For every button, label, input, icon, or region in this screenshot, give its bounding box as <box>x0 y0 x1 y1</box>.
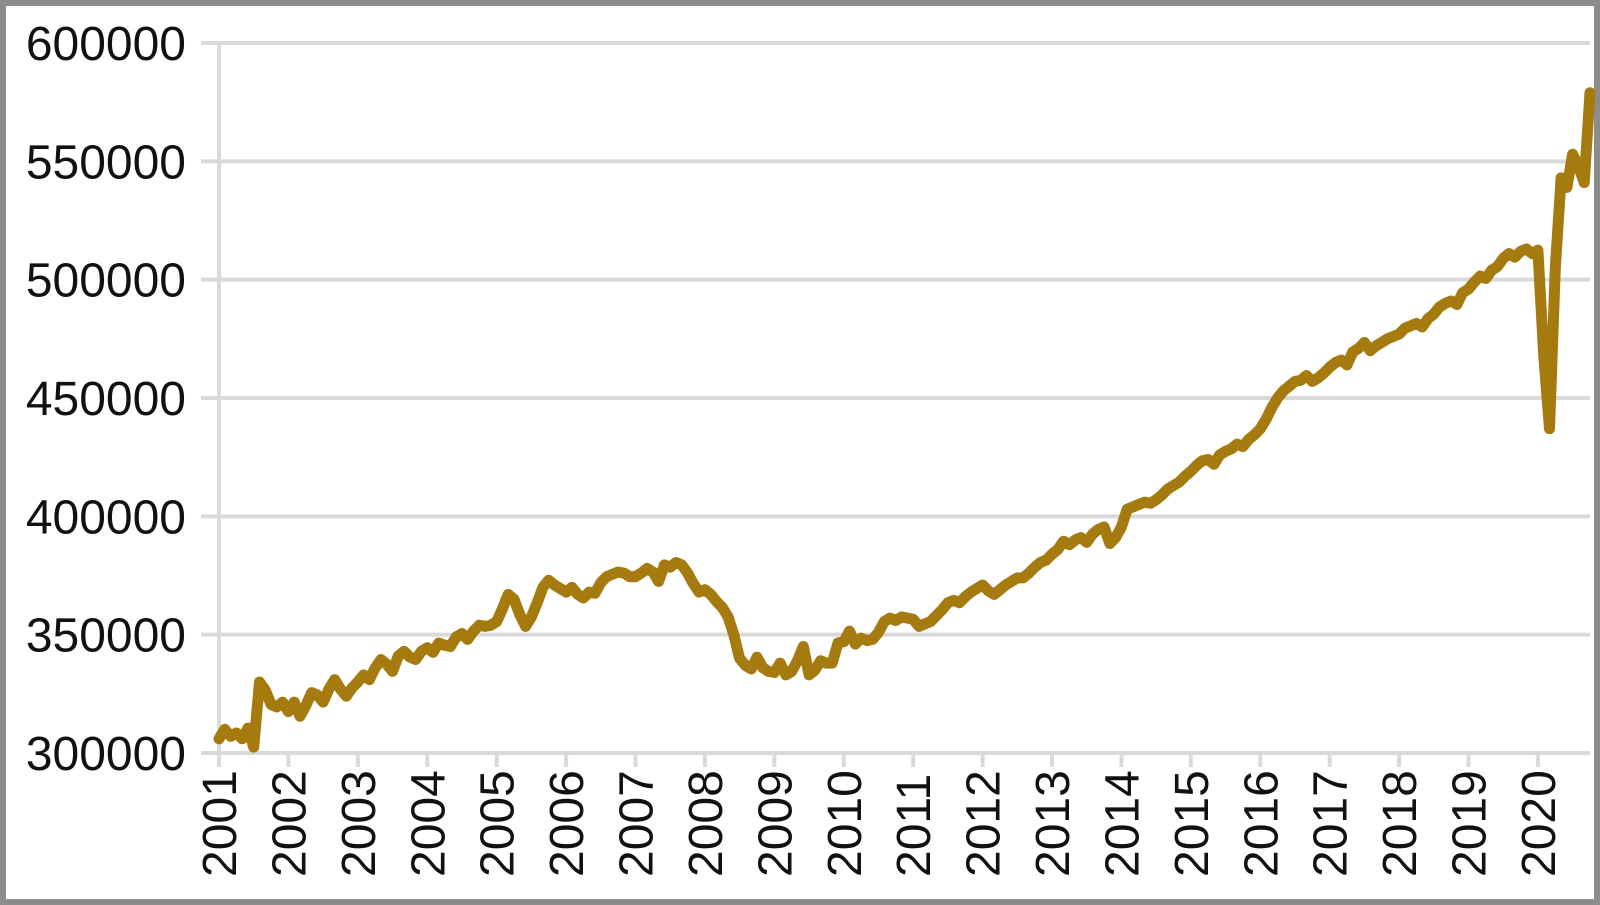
y-axis-label-400000: 400000 <box>26 491 186 544</box>
x-axis-label-2012: 2012 <box>958 770 1011 877</box>
y-axis-label-450000: 450000 <box>26 373 186 426</box>
x-axis-label-2003: 2003 <box>333 770 386 877</box>
y-axis-label-550000: 550000 <box>26 136 186 189</box>
x-axis-label-2010: 2010 <box>819 770 872 877</box>
x-axis-label-2017: 2017 <box>1305 770 1358 877</box>
x-axis-label-2009: 2009 <box>749 770 802 877</box>
gridlines <box>201 41 1590 755</box>
y-axis-label-350000: 350000 <box>26 610 186 663</box>
x-axis-label-2008: 2008 <box>680 770 733 877</box>
x-axis-label-2011: 2011 <box>888 774 941 877</box>
x-axis-label-2005: 2005 <box>472 770 525 877</box>
x-axis-label-2004: 2004 <box>402 770 455 877</box>
x-axis-label-2019: 2019 <box>1444 770 1497 877</box>
x-axis-label-2007: 2007 <box>611 770 664 877</box>
x-axis-label-2013: 2013 <box>1027 770 1080 877</box>
x-axis-label-2015: 2015 <box>1166 770 1219 877</box>
y-axis-label-600000: 600000 <box>26 18 186 71</box>
x-axis-label-2016: 2016 <box>1235 770 1288 877</box>
x-axis-labels: 2001 2002 2003 2004 2005 2006 2007 2008 2009 2010… <box>194 770 1566 877</box>
x-axis-label-2014: 2014 <box>1096 770 1149 877</box>
x-axis-label-2020: 2020 <box>1513 770 1566 877</box>
x-axis-label-2018: 2018 <box>1374 770 1427 877</box>
y-axis-label-500000: 500000 <box>26 255 186 308</box>
x-axis-ticks <box>217 753 1540 767</box>
x-axis-label-2002: 2002 <box>263 770 316 877</box>
x-axis-label-2006: 2006 <box>541 770 594 877</box>
data-series <box>213 87 1596 753</box>
y-axis-labels: 300000 350000 400000 450000 500000 550000 6000… <box>26 18 186 781</box>
series-line <box>213 87 1596 753</box>
x-axis-label-2001: 2001 <box>194 770 247 877</box>
y-axis-label-300000: 300000 <box>26 728 186 781</box>
